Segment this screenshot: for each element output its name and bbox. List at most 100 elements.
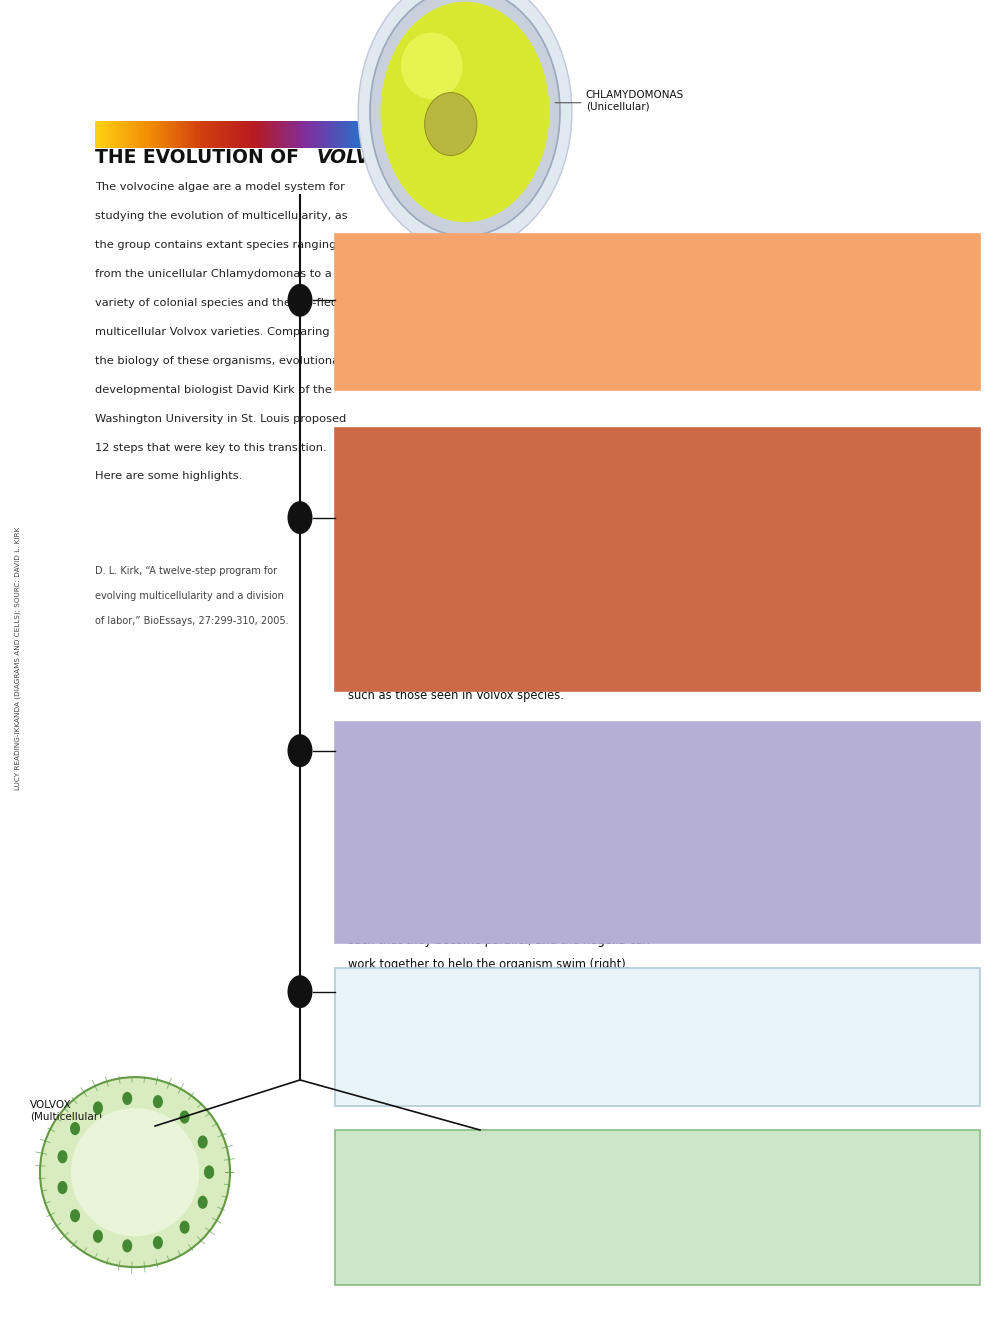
Text: studying the evolution of multicellularity, as: studying the evolution of multicellulari…	[95, 211, 348, 221]
Bar	[298, 121, 301, 148]
Bar	[168, 121, 171, 148]
Bar	[416, 121, 418, 148]
Bar	[264, 121, 266, 148]
Bar	[286, 121, 288, 148]
Bar	[371, 121, 374, 148]
Text: MULTIPLE CELL TYPES:: MULTIPLE CELL TYPES:	[348, 1147, 494, 1160]
Bar	[252, 121, 254, 148]
Bar	[347, 121, 349, 148]
Bar	[217, 121, 220, 148]
Bar	[166, 121, 168, 148]
Bar	[445, 121, 447, 148]
Text: the bowl must invert, an action thought to: the bowl must invert, an action thought …	[348, 543, 592, 556]
Circle shape	[288, 500, 312, 535]
Bar	[266, 121, 269, 148]
Bar	[349, 121, 352, 148]
Bar	[132, 121, 134, 148]
Text: THE EVOLUTION OF: THE EVOLUTION OF	[95, 148, 306, 166]
Bar	[195, 121, 198, 148]
Text: of labor,” BioEssays, 27:299-310, 2005.: of labor,” BioEssays, 27:299-310, 2005.	[95, 616, 289, 627]
Bar	[232, 121, 234, 148]
Text: STICKING TOGETHER:: STICKING TOGETHER:	[348, 252, 487, 265]
Ellipse shape	[380, 1, 550, 223]
Circle shape	[153, 1094, 163, 1108]
Circle shape	[204, 1166, 214, 1179]
Text: 12 steps that were key to this transition.: 12 steps that were key to this transitio…	[95, 443, 327, 453]
Bar	[425, 121, 428, 148]
Bar	[325, 121, 327, 148]
Circle shape	[198, 1135, 208, 1148]
Bar	[283, 121, 286, 148]
Text: Chlamydomonas, basal bodies at the base of: Chlamydomonas, basal bodies at the base …	[348, 764, 608, 776]
Bar	[154, 121, 156, 148]
Text: step in the division of labor between the somatic, swimming cells and the reprod: step in the division of labor between th…	[348, 1196, 850, 1209]
Text: VOLVOX: VOLVOX	[317, 148, 400, 166]
Bar	[396, 121, 398, 148]
Ellipse shape	[425, 92, 477, 155]
Bar	[291, 121, 293, 148]
Circle shape	[288, 283, 312, 316]
Bar	[156, 121, 159, 148]
Bar	[234, 121, 237, 148]
Bar	[119, 121, 122, 148]
Text: the biology of these organisms, evolutionary: the biology of these organisms, evolutio…	[95, 356, 351, 366]
Text: all volvocine algae replicate via multiple fission, incomplete cell: all volvocine algae replicate via multip…	[348, 300, 717, 313]
Text: such as those seen in Volvox species.: such as those seen in Volvox species.	[348, 689, 564, 702]
Circle shape	[122, 1239, 132, 1252]
Text: form the extracellular matrix, which takes on the task of holding the organism t: form the extracellular matrix, which tak…	[348, 1059, 855, 1071]
Bar	[384, 121, 386, 148]
Text: cells linked by cytoplasmic bridges form: cells linked by cytoplasmic bridges form	[348, 470, 579, 482]
Bar	[362, 121, 364, 148]
Bar	[379, 121, 381, 148]
Bar	[271, 121, 274, 148]
Bar	[293, 121, 296, 148]
Bar	[430, 121, 433, 148]
Bar	[401, 121, 403, 148]
Circle shape	[70, 1122, 80, 1135]
Text: While the cytoplasmic bridges provide an initial way for the cells to: While the cytoplasmic bridges provide an…	[423, 985, 815, 998]
Bar	[340, 121, 342, 148]
Bar	[244, 121, 247, 148]
Text: ture of the bowl is reversed, they can come: ture of the bowl is reversed, they can c…	[348, 640, 599, 653]
Bar	[249, 121, 252, 148]
Bar	[110, 121, 112, 148]
Bar	[335, 428, 980, 691]
Bar	[323, 121, 325, 148]
Text: of the cells facing in. To become mobile,: of the cells facing in. To become mobile…	[348, 518, 580, 531]
Bar	[181, 121, 183, 148]
Bar	[230, 121, 232, 148]
Bar	[386, 121, 389, 148]
Bar	[183, 121, 186, 148]
Bar	[305, 121, 308, 148]
Text: a bowl-shaped structure, with the flagella: a bowl-shaped structure, with the flagel…	[348, 494, 588, 507]
Text: The volvocine algae are a model system for: The volvocine algae are a model system f…	[95, 182, 345, 192]
Bar	[203, 121, 205, 148]
Bar	[308, 121, 310, 148]
Circle shape	[288, 975, 312, 1009]
Bar	[276, 121, 278, 148]
Bar	[210, 121, 212, 148]
Bar	[442, 121, 445, 148]
Bar	[357, 121, 359, 148]
Bar	[335, 722, 980, 943]
Bar	[406, 121, 408, 148]
Circle shape	[70, 1209, 80, 1222]
Circle shape	[93, 1230, 103, 1243]
Bar	[411, 121, 413, 148]
Bar	[438, 121, 440, 148]
Text: plasmic bridges that link the cells together.: plasmic bridges that link the cells toge…	[348, 349, 598, 362]
Bar	[198, 121, 200, 148]
Ellipse shape	[40, 1077, 230, 1267]
Bar	[364, 121, 367, 148]
Bar	[418, 121, 420, 148]
Text: variety of colonial species and the full-fledged: variety of colonial species and the full…	[95, 298, 360, 308]
Bar	[159, 121, 161, 148]
Bar	[242, 121, 244, 148]
Bar	[393, 121, 396, 148]
Bar	[208, 121, 210, 148]
Bar	[220, 121, 222, 148]
Text: In single-celled: In single-celled	[464, 739, 554, 752]
Bar	[105, 121, 107, 148]
Bar	[173, 121, 176, 148]
Text: CHLAMYDOMONAS
(Unicellular): CHLAMYDOMONAS (Unicellular)	[586, 90, 684, 111]
